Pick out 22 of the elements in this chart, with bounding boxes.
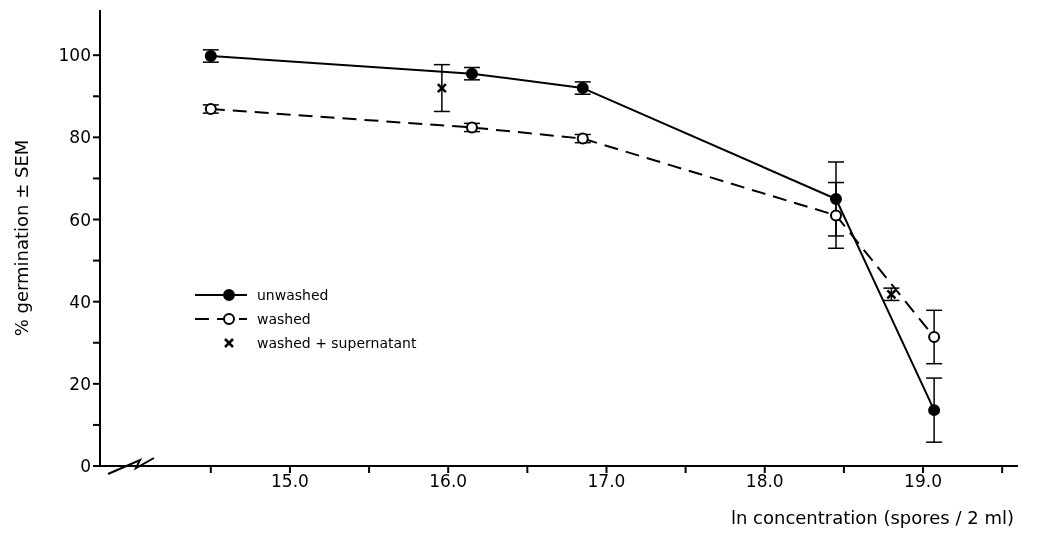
legend-label: unwashed [257,287,329,303]
y-tick-label: 60 [69,209,91,230]
legend-label: washed [257,311,311,327]
y-axis-title: % germination ± SEM [11,139,33,337]
y-tick-label: 100 [58,45,91,66]
point [928,404,941,417]
y-tick-label: 0 [80,456,91,477]
x-tick-label: 18.0 [745,471,784,492]
point [928,331,941,344]
x-tick-label: 17.0 [587,471,626,492]
y-tick-label: 40 [69,291,91,312]
point [829,192,842,205]
legend-label: washed + supernatant [257,335,417,351]
x-tick-label: 19.0 [904,471,942,492]
x-tick-label: 16.0 [429,471,468,492]
point [829,209,842,222]
x-axis-title: ln concentration (spores / 2 ml) [730,507,1014,528]
y-tick-label: 80 [69,127,91,148]
x-tick-label: 15.0 [271,471,309,492]
y-tick-label: 20 [69,373,91,394]
point [436,82,448,94]
point [886,289,897,300]
